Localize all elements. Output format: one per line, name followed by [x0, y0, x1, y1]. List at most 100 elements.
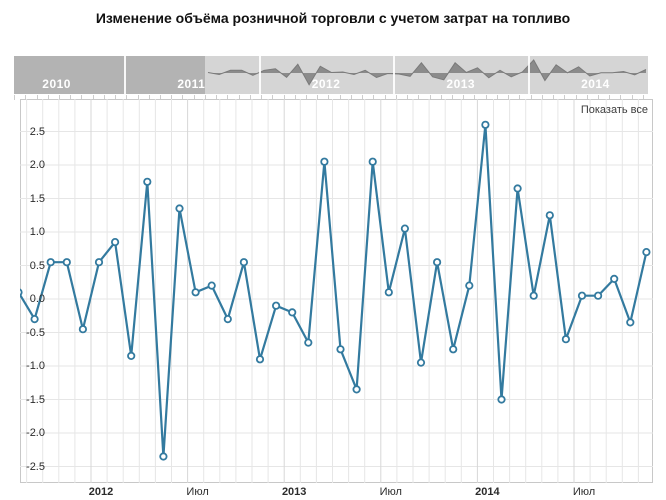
- ruler-tick: [418, 95, 420, 100]
- data-point-marker[interactable]: [593, 291, 603, 300]
- data-point-marker[interactable]: [143, 177, 152, 186]
- y-axis-tick-label: 1.5: [29, 192, 45, 205]
- data-point-marker[interactable]: [529, 291, 538, 300]
- chart-title: Изменение объёма розничной торговли с уч…: [95, 10, 571, 26]
- y-axis-tick-label: 2.0: [29, 159, 45, 171]
- data-point-marker[interactable]: [336, 345, 345, 354]
- ruler-tick: [103, 95, 105, 100]
- ruler-tick: [115, 95, 117, 100]
- data-point-marker[interactable]: [207, 281, 216, 290]
- data-point-marker[interactable]: [111, 238, 120, 247]
- ruler-tick: [204, 95, 206, 100]
- date-ruler: [14, 94, 648, 100]
- data-point-marker[interactable]: [561, 335, 571, 344]
- ruler-tick: [530, 95, 532, 100]
- ruler-tick: [272, 95, 274, 100]
- ruler-tick: [137, 95, 139, 100]
- data-point-marker[interactable]: [626, 318, 635, 327]
- range-selector-preview-area-chart: [207, 59, 647, 86]
- data-point-marker[interactable]: [159, 452, 168, 461]
- data-point-marker[interactable]: [78, 325, 88, 334]
- ruler-tick: [238, 95, 240, 100]
- x-axis-tick-label: 2014: [475, 486, 500, 498]
- data-point-marker[interactable]: [191, 288, 200, 297]
- data-point-marker[interactable]: [497, 395, 506, 404]
- data-point-marker[interactable]: [46, 258, 55, 267]
- ruler-tick: [249, 95, 251, 100]
- data-point-marker[interactable]: [288, 308, 297, 317]
- show-all-link[interactable]: Показать все: [580, 104, 648, 116]
- data-point-marker[interactable]: [449, 345, 458, 354]
- ruler-tick: [609, 95, 611, 100]
- ruler-tick: [227, 95, 229, 100]
- ruler-tick: [474, 95, 476, 100]
- y-axis-tick-label: -1.0: [26, 360, 45, 372]
- ruler-tick: [70, 95, 72, 100]
- ruler-tick: [553, 95, 554, 100]
- data-point-marker[interactable]: [513, 184, 522, 193]
- ruler-tick: [148, 95, 150, 100]
- year-separator: [393, 56, 396, 94]
- data-point-marker[interactable]: [320, 157, 329, 166]
- data-point-marker[interactable]: [223, 315, 232, 324]
- series-line: [20, 123, 648, 458]
- data-point-marker[interactable]: [416, 358, 426, 367]
- ruler-tick: [575, 95, 577, 100]
- data-point-marker[interactable]: [610, 274, 619, 283]
- year-separator: [258, 56, 261, 94]
- y-axis-tick-label: -1.5: [26, 393, 45, 406]
- data-point-marker[interactable]: [94, 258, 104, 267]
- navigator-year-label: 2013: [446, 77, 476, 91]
- data-point-marker[interactable]: [384, 288, 393, 297]
- data-point-marker[interactable]: [272, 301, 281, 310]
- data-point-marker[interactable]: [368, 157, 377, 166]
- data-point-marker[interactable]: [20, 288, 23, 297]
- data-point-marker[interactable]: [400, 224, 409, 233]
- y-axis-tick-label: -2.0: [26, 427, 45, 439]
- data-point-marker[interactable]: [465, 281, 474, 290]
- data-point-marker[interactable]: [175, 204, 184, 213]
- data-point-marker[interactable]: [30, 315, 39, 324]
- ruler-tick: [395, 95, 397, 100]
- ruler-tick: [519, 95, 521, 100]
- data-point-marker[interactable]: [127, 351, 136, 360]
- ruler-tick: [541, 95, 543, 100]
- ruler-tick: [598, 95, 599, 100]
- ruler-tick: [620, 95, 622, 100]
- ruler-tick: [362, 95, 364, 100]
- y-axis-tick-label: -0.5: [26, 326, 45, 339]
- ruler-tick: [193, 95, 195, 100]
- ruler-tick: [429, 95, 431, 100]
- ruler-tick: [496, 95, 498, 100]
- preview-area-outline: [207, 59, 647, 86]
- y-axis-tick-label: 1.0: [29, 226, 45, 238]
- x-axis-tick-label: Июл: [572, 486, 596, 498]
- data-point-marker[interactable]: [481, 120, 490, 129]
- data-point-marker[interactable]: [304, 338, 313, 347]
- ruler-tick: [58, 95, 60, 100]
- data-point-marker[interactable]: [545, 211, 554, 220]
- data-point-marker[interactable]: [62, 258, 71, 267]
- data-point-marker[interactable]: [255, 355, 265, 364]
- ruler-tick: [81, 95, 83, 100]
- data-point-marker[interactable]: [432, 258, 442, 267]
- ruler-tick: [182, 95, 184, 100]
- data-point-marker[interactable]: [239, 258, 248, 267]
- ruler-tick: [328, 95, 330, 100]
- ruler-tick: [317, 95, 319, 100]
- ruler-tick: [47, 95, 49, 100]
- ruler-tick: [350, 95, 352, 100]
- line-chart-plot[interactable]: [20, 99, 653, 483]
- y-axis-tick-label: 0.0: [29, 293, 45, 305]
- range-selector-unselected-region[interactable]: [14, 56, 205, 94]
- range-selector[interactable]: 2010 2011 2012 2013 2014: [14, 56, 648, 94]
- data-point-marker[interactable]: [352, 385, 361, 394]
- ruler-tick: [407, 95, 409, 100]
- navigator-year-label: 2011: [177, 77, 206, 91]
- ruler-tick: [306, 95, 307, 100]
- data-point-marker[interactable]: [642, 248, 651, 257]
- ruler-tick: [440, 95, 442, 100]
- data-point-marker[interactable]: [577, 291, 587, 300]
- x-axis-tick-label: 2012: [88, 486, 114, 498]
